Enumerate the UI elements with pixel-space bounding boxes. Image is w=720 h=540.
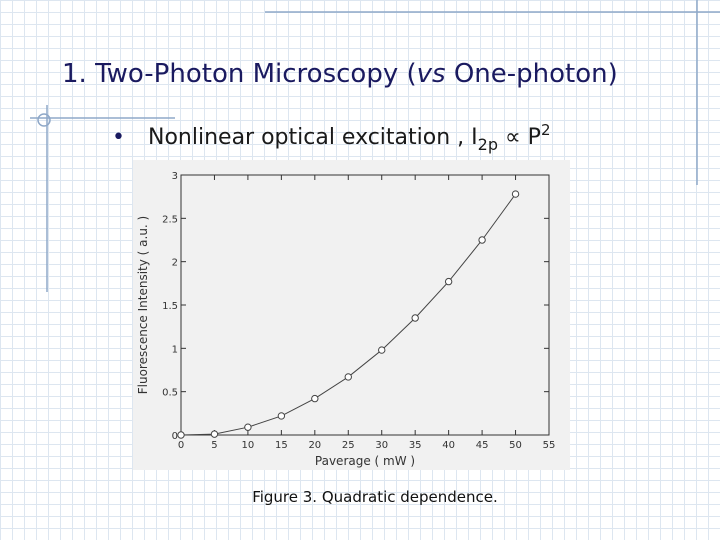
bullet-part: Nonlinear optical excitation , I (148, 125, 478, 150)
y-tick-label: 2 (172, 258, 178, 269)
data-point (277, 412, 286, 420)
data-point (244, 423, 252, 431)
bullet-superscript: 2 (541, 121, 551, 139)
bullet-marker: • (112, 125, 125, 150)
x-tick-label: 25 (342, 440, 355, 451)
x-tick-label: 55 (543, 440, 556, 451)
bullet-text: Nonlinear optical excitation , I2p ∝ P2 (148, 121, 551, 154)
data-point (210, 430, 219, 438)
x-tick-label: 35 (409, 440, 422, 451)
title-part: 1. Two-Photon Microscopy ( (62, 59, 417, 89)
data-point (478, 236, 486, 244)
x-tick-label: 30 (375, 440, 388, 451)
x-tick-label: 5 (211, 440, 217, 451)
caption: Figure 3. Quadratic dependence. (252, 488, 498, 506)
x-tick-label: 0 (178, 440, 184, 451)
x-tick-label: 20 (308, 440, 321, 451)
chart: 0 5 10 15 20 25 30 35 40 45 50 55 0 0.5 1 1.5 2 2.5 3 Paver… (136, 171, 555, 468)
y-tick-label: 0.5 (162, 388, 178, 399)
x-axis-label: Paverage ( mW ) (315, 454, 415, 468)
data-point (311, 394, 319, 403)
data-point (177, 431, 185, 439)
bullet-subscript: 2p (478, 135, 498, 154)
y-tick-label: 2.5 (162, 214, 178, 225)
data-point (344, 373, 352, 381)
bullet-part: ∝ P (498, 125, 541, 150)
y-tick-label: 3 (172, 171, 178, 182)
x-tick-label: 40 (442, 440, 455, 451)
x-tick-label: 10 (242, 440, 255, 451)
y-axis-label: Fluorescence Intensity ( a.u. ) (136, 216, 150, 395)
data-point (378, 346, 386, 354)
y-tick-label: 1.5 (162, 301, 178, 312)
x-tick-label: 50 (509, 440, 522, 451)
x-tick-label: 45 (476, 440, 489, 451)
data-point (511, 190, 520, 198)
title-italic: vs (417, 59, 446, 89)
chart-background (133, 160, 570, 470)
y-tick-label: 0 (172, 431, 178, 442)
decor-circle (37, 113, 51, 127)
y-tick-label: 1 (172, 344, 178, 355)
title-part: One-photon) (446, 59, 618, 89)
data-point (444, 277, 453, 286)
data-point (411, 314, 419, 322)
slide-title: 1. Two-Photon Microscopy (vs One-photon) (62, 59, 618, 89)
x-tick-label: 15 (275, 440, 288, 451)
